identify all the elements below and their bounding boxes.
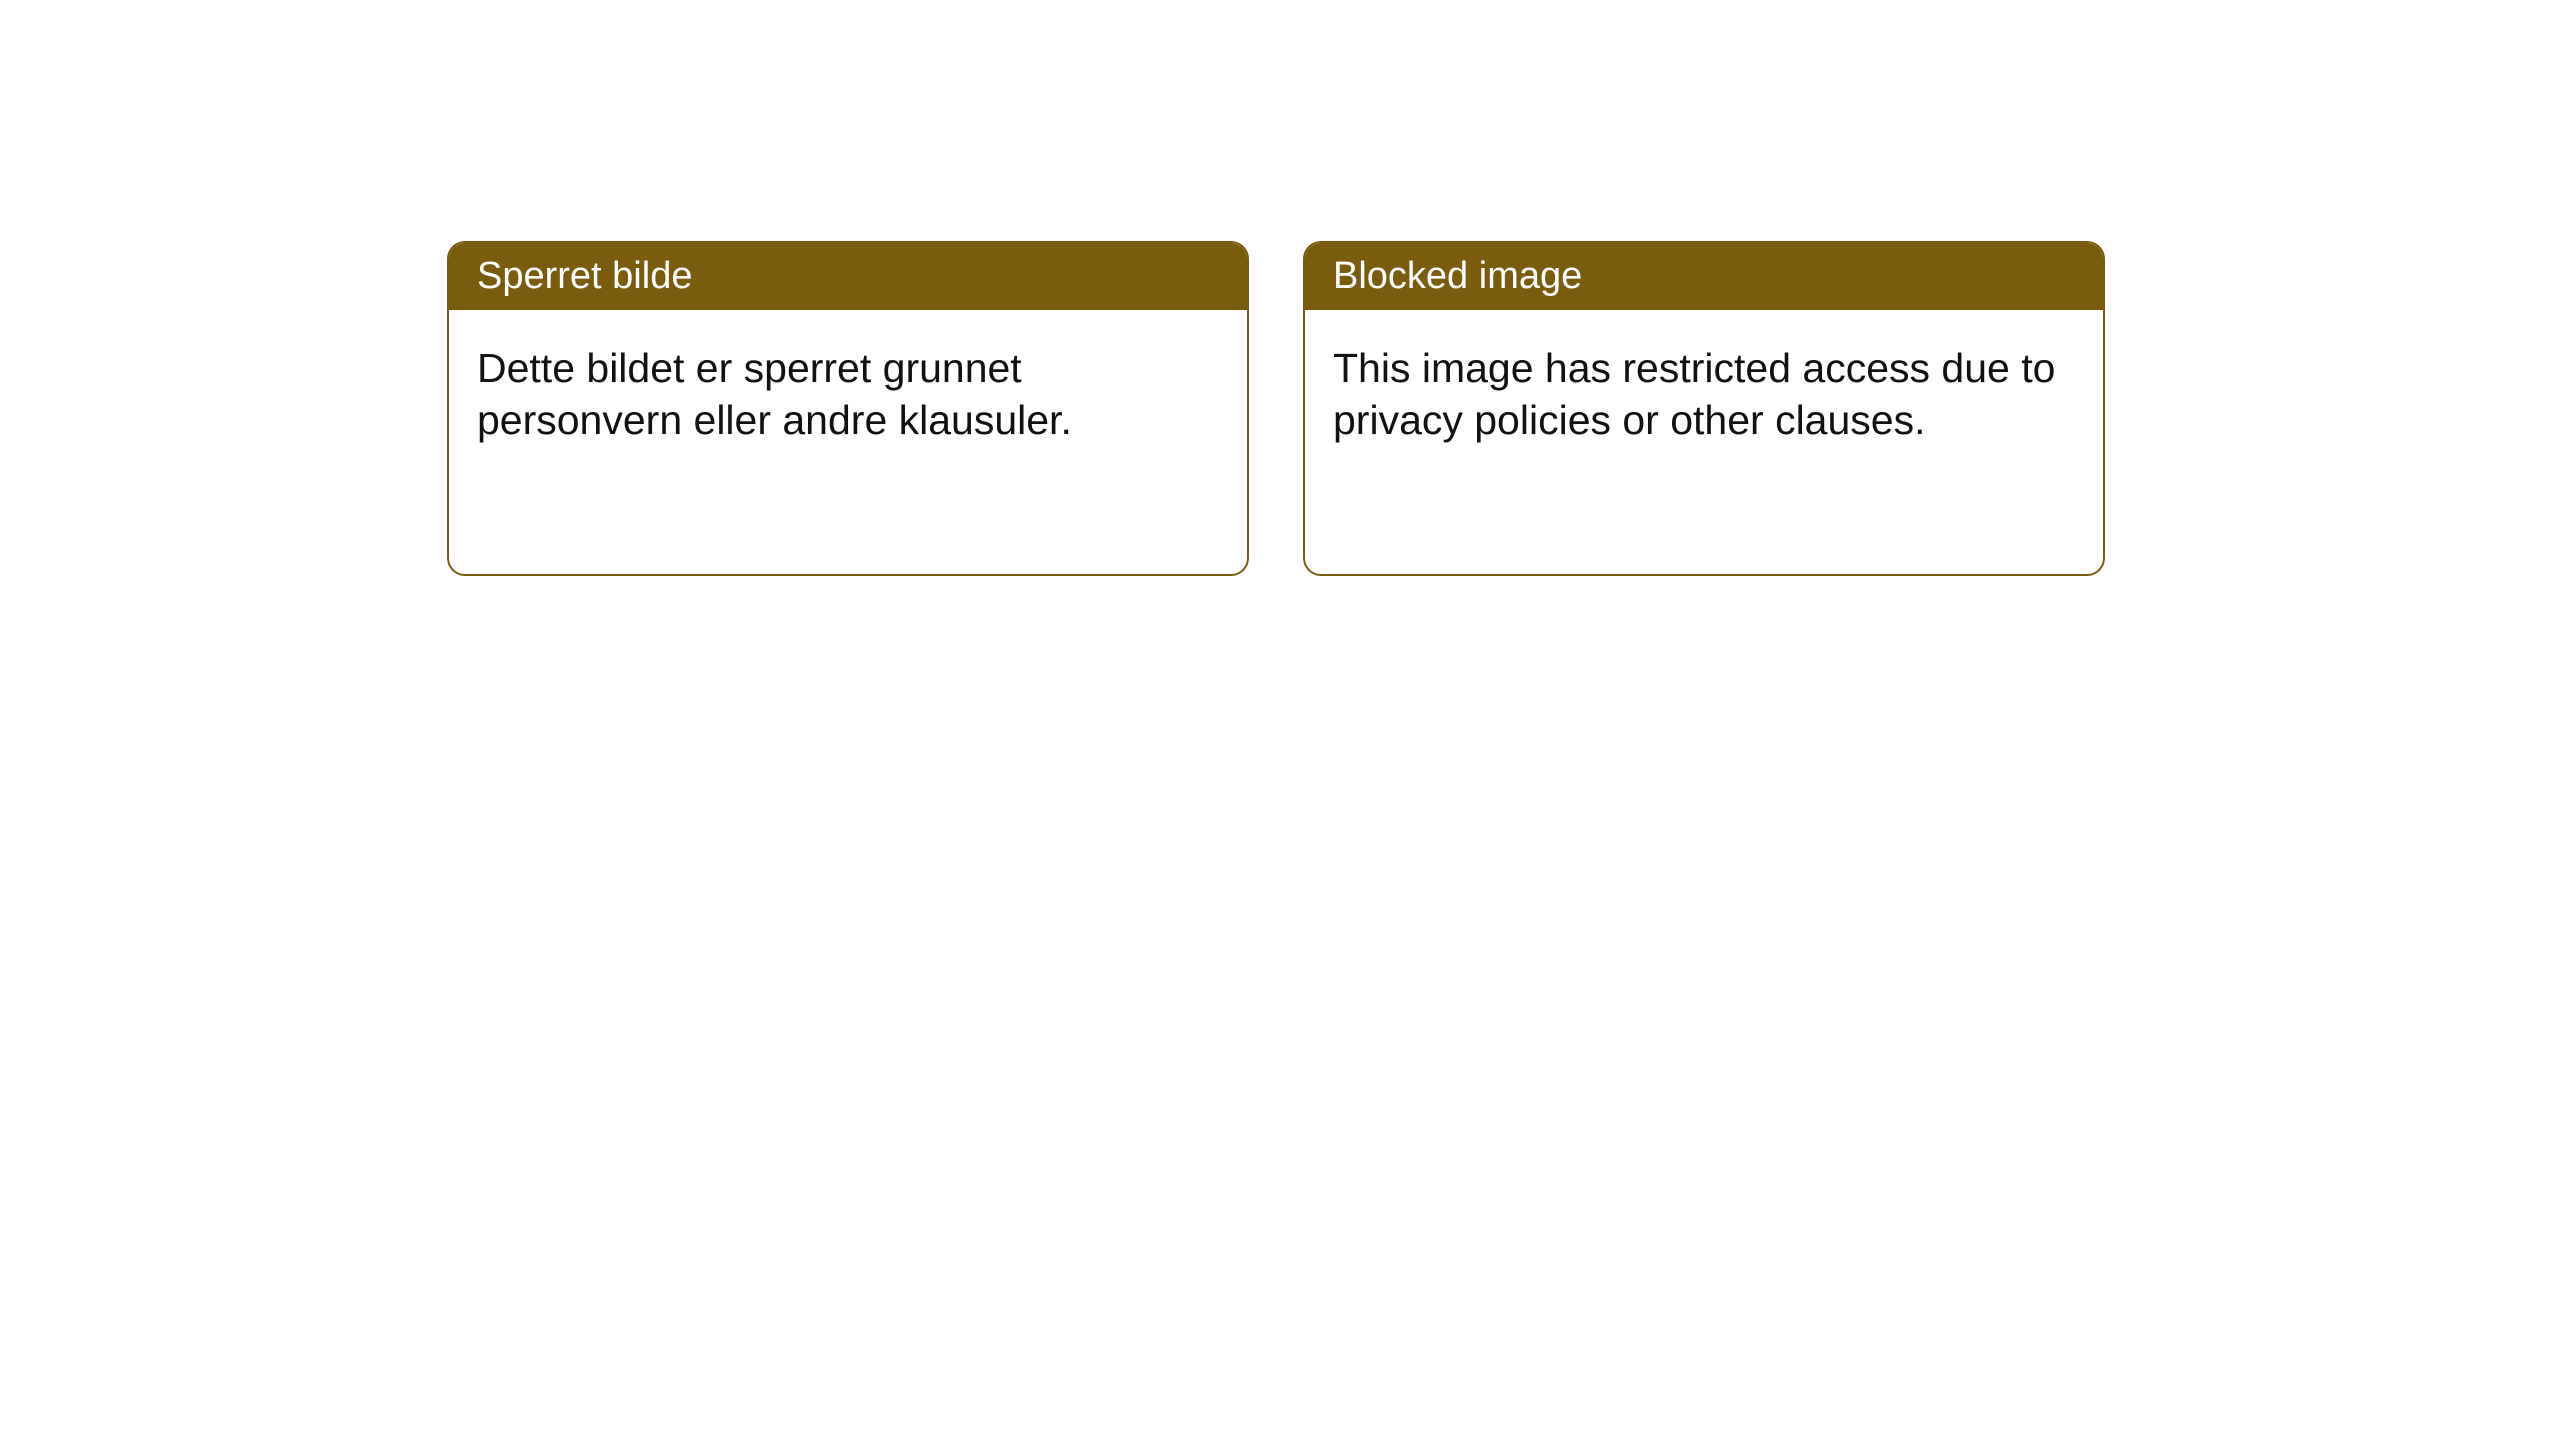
card-text-english: This image has restricted access due to … (1333, 345, 2055, 443)
notice-card-english: Blocked image This image has restricted … (1303, 241, 2105, 576)
card-title-norwegian: Sperret bilde (477, 255, 692, 297)
card-body-english: This image has restricted access due to … (1305, 310, 2103, 479)
card-text-norwegian: Dette bildet er sperret grunnet personve… (477, 345, 1072, 443)
card-title-english: Blocked image (1333, 255, 1582, 297)
notice-card-norwegian: Sperret bilde Dette bildet er sperret gr… (447, 241, 1249, 576)
card-header-english: Blocked image (1305, 243, 2103, 310)
card-body-norwegian: Dette bildet er sperret grunnet personve… (449, 310, 1247, 479)
notice-cards-container: Sperret bilde Dette bildet er sperret gr… (447, 241, 2105, 576)
card-header-norwegian: Sperret bilde (449, 243, 1247, 310)
